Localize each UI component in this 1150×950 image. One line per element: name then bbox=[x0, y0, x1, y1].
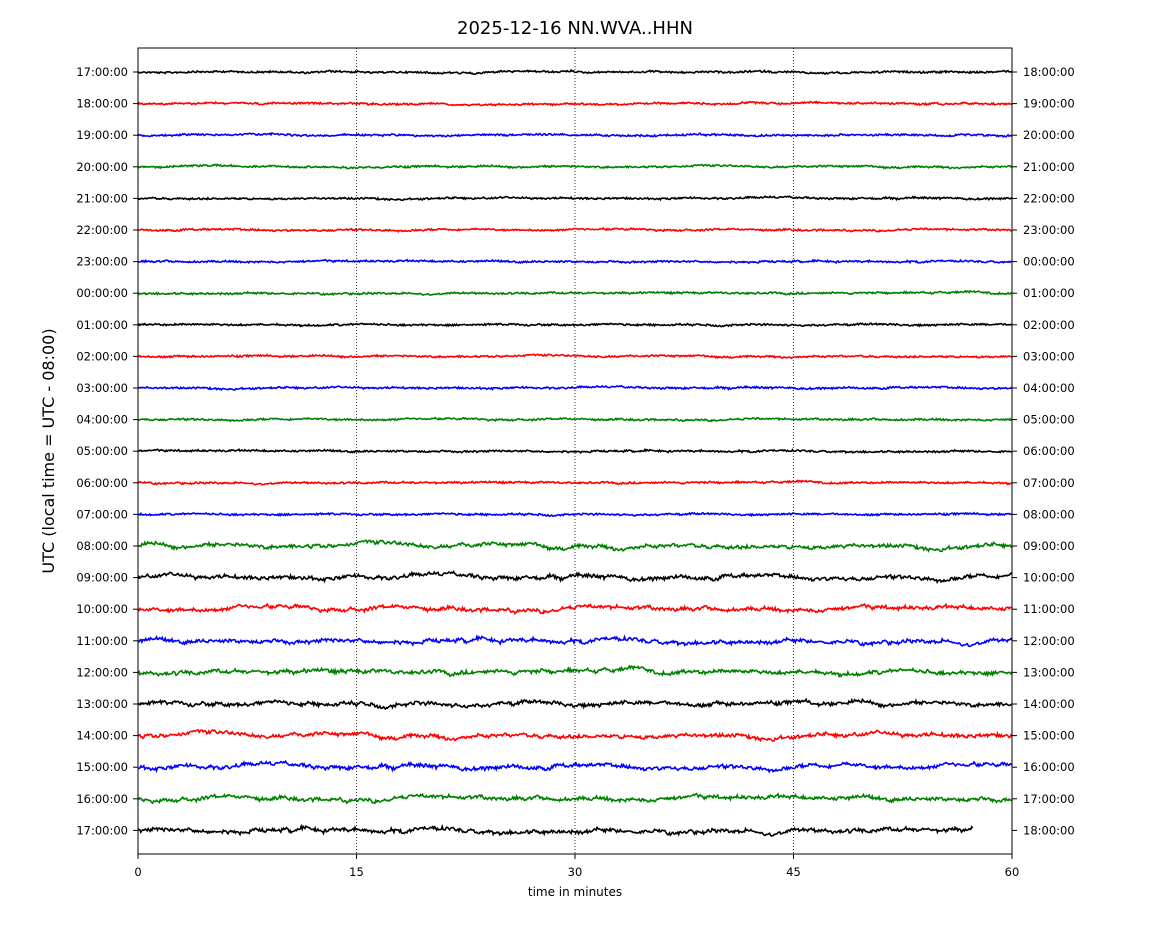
x-tick-label: 45 bbox=[786, 865, 801, 879]
right-tick-label: 02:00:00 bbox=[1023, 318, 1075, 332]
right-tick-label: 07:00:00 bbox=[1023, 476, 1075, 490]
right-tick-label: 11:00:00 bbox=[1023, 602, 1075, 616]
trace-group bbox=[137, 68, 1013, 837]
right-tick-label: 06:00:00 bbox=[1023, 444, 1075, 458]
x-tick-label: 30 bbox=[568, 865, 583, 879]
right-tick-label: 04:00:00 bbox=[1023, 381, 1075, 395]
left-tick-label: 05:00:00 bbox=[76, 444, 128, 458]
left-tick-label: 06:00:00 bbox=[76, 476, 128, 490]
trace-row-18 bbox=[137, 602, 1013, 616]
trace-row-9 bbox=[137, 322, 1012, 328]
right-tick-label: 09:00:00 bbox=[1023, 539, 1075, 553]
x-ticks: 0 15 30 45 60 bbox=[134, 854, 1019, 879]
plot-frame bbox=[137, 47, 1013, 855]
right-tick-label: 17:00:00 bbox=[1023, 792, 1075, 806]
right-tick-label: 19:00:00 bbox=[1023, 97, 1075, 111]
x-tick-label: 60 bbox=[1005, 865, 1020, 879]
trace-row-3 bbox=[137, 131, 1013, 139]
trace-row-25 bbox=[137, 823, 974, 837]
left-tick-label: 18:00:00 bbox=[76, 97, 128, 111]
right-tick-label: 20:00:00 bbox=[1023, 128, 1075, 142]
trace-row-4 bbox=[137, 163, 1013, 170]
trace-row-22 bbox=[137, 729, 1013, 743]
trace-row-7 bbox=[137, 258, 1013, 265]
y-ticks: 17:00:00 18:00:00 18:00:00 19:00:00 19:00:00… bbox=[76, 65, 1074, 837]
left-tick-label: 12:00:00 bbox=[76, 665, 128, 679]
trace-row-14 bbox=[137, 479, 1013, 486]
trace-row-13 bbox=[137, 447, 1012, 455]
right-tick-label: 18:00:00 bbox=[1023, 65, 1075, 79]
trace-row-17 bbox=[137, 570, 1013, 585]
trace-row-23 bbox=[137, 759, 1013, 774]
trace-row-24 bbox=[137, 792, 1013, 805]
chart-title: 2025-12-16 NN.WVA..HHN bbox=[457, 18, 693, 39]
trace-row-20 bbox=[137, 664, 1013, 679]
trace-row-5 bbox=[137, 195, 1013, 202]
y-axis-label: UTC (local time = UTC - 08:00) bbox=[39, 328, 58, 573]
right-tick-label: 15:00:00 bbox=[1023, 729, 1075, 743]
right-tick-label: 22:00:00 bbox=[1023, 191, 1075, 205]
right-tick-label: 21:00:00 bbox=[1023, 160, 1075, 174]
trace-row-2 bbox=[137, 100, 1013, 107]
right-tick-label: 16:00:00 bbox=[1023, 760, 1075, 774]
left-tick-label: 16:00:00 bbox=[76, 792, 128, 806]
left-tick-label: 01:00:00 bbox=[76, 318, 128, 332]
trace-row-16 bbox=[137, 539, 1013, 553]
left-tick-label: 23:00:00 bbox=[76, 255, 128, 269]
left-tick-label: 08:00:00 bbox=[76, 539, 128, 553]
trace-row-12 bbox=[137, 416, 1013, 423]
right-tick-label: 00:00:00 bbox=[1023, 255, 1075, 269]
x-tick-label: 15 bbox=[349, 865, 364, 879]
x-tick-label: 0 bbox=[134, 865, 141, 879]
left-tick-label: 10:00:00 bbox=[76, 602, 128, 616]
left-tick-label: 17:00:00 bbox=[76, 823, 128, 837]
right-tick-label: 10:00:00 bbox=[1023, 571, 1075, 585]
right-tick-label: 13:00:00 bbox=[1023, 665, 1075, 679]
left-tick-label: 14:00:00 bbox=[76, 729, 128, 743]
trace-row-15 bbox=[137, 511, 1013, 518]
left-tick-label: 13:00:00 bbox=[76, 697, 128, 711]
trace-row-19 bbox=[137, 633, 1013, 648]
left-tick-label: 17:00:00 bbox=[76, 65, 128, 79]
trace-row-1 bbox=[137, 68, 1013, 76]
x-axis-label: time in minutes bbox=[528, 885, 622, 899]
right-tick-label: 03:00:00 bbox=[1023, 349, 1075, 363]
right-tick-label: 23:00:00 bbox=[1023, 223, 1075, 237]
left-tick-label: 04:00:00 bbox=[76, 413, 128, 427]
left-tick-label: 00:00:00 bbox=[76, 286, 128, 300]
right-tick-label: 01:00:00 bbox=[1023, 286, 1075, 300]
left-tick-label: 11:00:00 bbox=[76, 634, 128, 648]
left-tick-label: 19:00:00 bbox=[76, 128, 128, 142]
left-tick-label: 09:00:00 bbox=[76, 571, 128, 585]
trace-row-6 bbox=[137, 227, 1013, 233]
left-tick-label: 15:00:00 bbox=[76, 760, 128, 774]
left-tick-label: 20:00:00 bbox=[76, 160, 128, 174]
left-tick-label: 03:00:00 bbox=[76, 381, 128, 395]
right-tick-label: 12:00:00 bbox=[1023, 634, 1075, 648]
trace-row-10 bbox=[137, 353, 1013, 360]
trace-row-11 bbox=[137, 384, 1013, 391]
right-tick-label: 18:00:00 bbox=[1023, 823, 1075, 837]
trace-row-8 bbox=[137, 289, 1013, 297]
right-tick-label: 08:00:00 bbox=[1023, 507, 1075, 521]
left-tick-label: 22:00:00 bbox=[76, 223, 128, 237]
right-tick-label: 14:00:00 bbox=[1023, 697, 1075, 711]
right-tick-label: 05:00:00 bbox=[1023, 413, 1075, 427]
trace-row-21 bbox=[137, 697, 1013, 711]
left-tick-label: 07:00:00 bbox=[76, 507, 128, 521]
left-tick-label: 02:00:00 bbox=[76, 349, 128, 363]
left-tick-label: 21:00:00 bbox=[76, 191, 128, 205]
